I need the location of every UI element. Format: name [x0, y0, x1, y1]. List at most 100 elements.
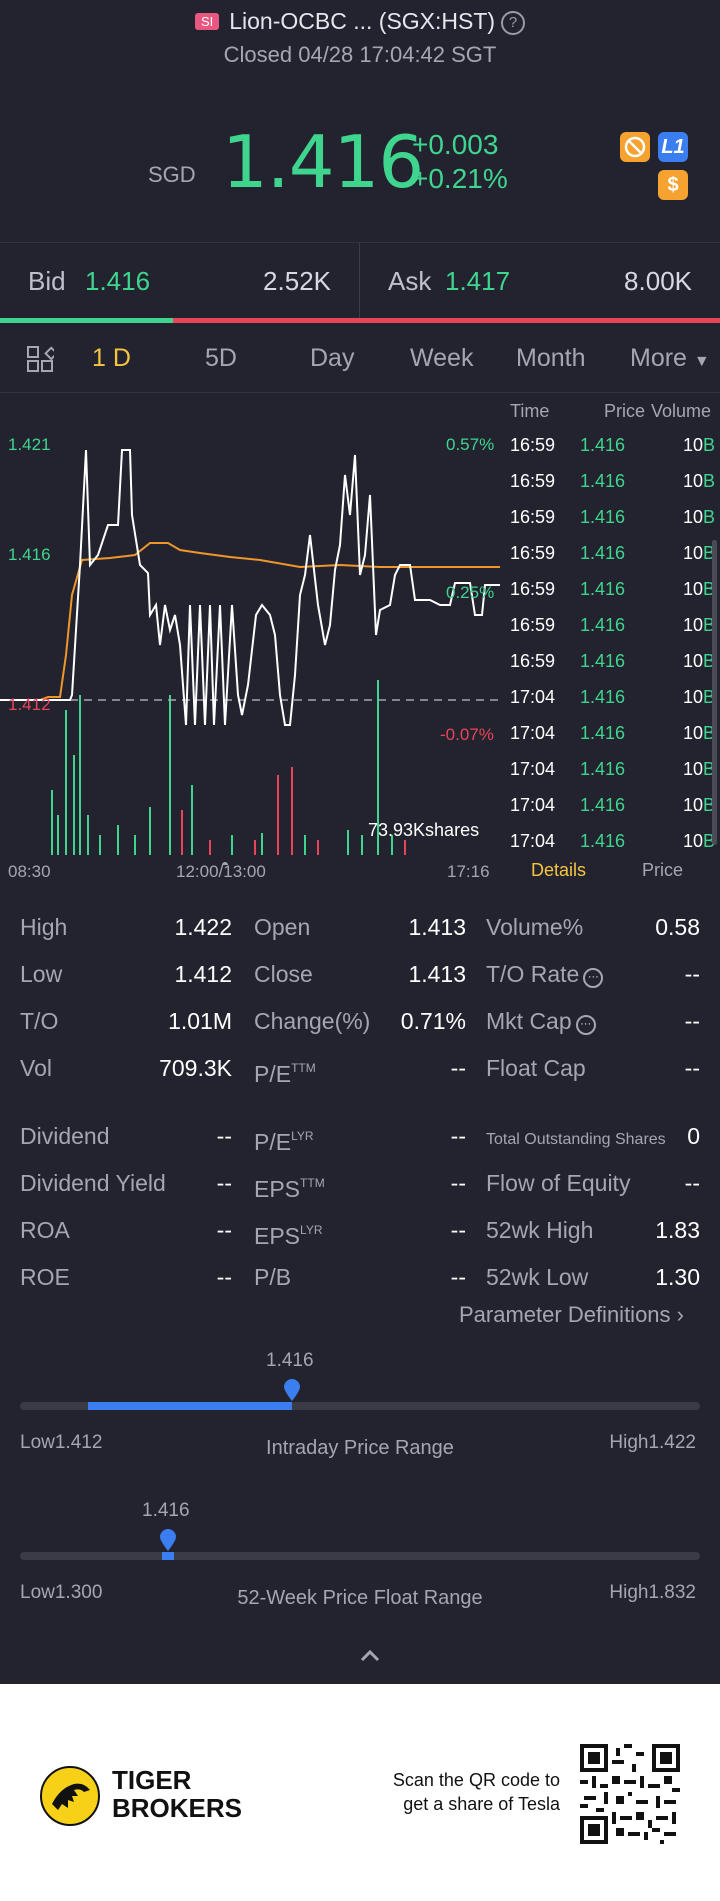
level1-icon[interactable]: L1: [658, 132, 688, 162]
qr-code[interactable]: [580, 1744, 680, 1844]
ask-volume: 8.00K: [624, 266, 692, 296]
chart-svg: [0, 449, 500, 865]
trade-price: 1.416: [580, 831, 626, 851]
tab-details[interactable]: Details: [531, 860, 587, 880]
info-icon[interactable]: ···: [575, 1015, 596, 1035]
qr-caption: Scan the QR code to get a share of Tesla: [393, 1768, 560, 1816]
price-line: [0, 449, 500, 726]
trade-volume: 10B: [683, 723, 716, 743]
trade-time: 16:59: [510, 579, 556, 599]
trade-row: 17:04 1.416 10B: [500, 715, 720, 751]
trade-volume: 10B: [683, 507, 716, 527]
x-tick: 08:30: [8, 862, 51, 881]
help-icon[interactable]: ?: [501, 11, 526, 35]
tab-more-label: More: [630, 344, 687, 372]
stock-title-row[interactable]: SI Lion-OCBC ... (SGX:HST)?: [0, 8, 720, 35]
trade-price: 1.416: [580, 615, 626, 635]
stat-pb: P/B --: [254, 1264, 466, 1290]
intraday-range-title: Intraday Price Range: [266, 1437, 454, 1459]
tab-week[interactable]: Week: [410, 344, 474, 372]
stat-eps-ttm: EPSTTM --: [254, 1170, 466, 1202]
x-tick: 17:16: [447, 862, 490, 881]
bid-label: Bid: [28, 266, 66, 296]
trade-price: 1.416: [580, 543, 626, 563]
week52-low: Low1.300: [20, 1582, 103, 1603]
trade-price: 1.416: [580, 759, 626, 779]
stat-dividend-yield: Dividend Yield --: [20, 1170, 232, 1196]
bid-ask-bar[interactable]: Bid 1.416 2.52K Ask 1.417 8.00K: [0, 242, 720, 319]
stat-vol: Vol 709.3K: [20, 1055, 232, 1081]
stat-high: High 1.422: [20, 914, 232, 940]
trade-time: 16:59: [510, 543, 556, 563]
stat-eps-lyr: EPSLYR --: [254, 1217, 466, 1249]
qr-caption-line1: Scan the QR code to: [392, 1770, 560, 1790]
stat-close: Close 1.413: [254, 961, 466, 987]
bid-volume: 2.52K: [263, 266, 331, 296]
trade-side: B: [703, 471, 716, 491]
trade-time: 16:59: [510, 651, 556, 671]
trade-row: 16:59 1.416 10B: [500, 643, 720, 679]
layout-grid-icon[interactable]: [26, 345, 54, 373]
trade-volume: 10B: [683, 435, 716, 455]
trade-price: 1.416: [580, 471, 626, 491]
dollar-icon[interactable]: $: [658, 170, 688, 200]
trades-scrollbar[interactable]: [712, 540, 717, 845]
trade-time: 17:04: [510, 759, 556, 779]
intraday-chart[interactable]: 1.421 1.416 1.412 0.57% 0.25% -0.07%: [0, 395, 500, 865]
stat-total-shares: Total Outstanding Shares 0: [486, 1123, 700, 1149]
week52-marker-icon: [160, 1529, 176, 1551]
change-percent: +0.21%: [412, 163, 508, 194]
tab-day[interactable]: Day: [310, 344, 355, 372]
trade-volume: 10B: [683, 651, 716, 671]
intraday-current-value: 1.416: [266, 1350, 314, 1371]
tab-month[interactable]: Month: [516, 344, 586, 372]
stat-mkt-cap[interactable]: Mkt Cap ··· --: [486, 1008, 700, 1035]
average-price-line: [0, 542, 500, 701]
trade-row: 17:04 1.416 10B: [500, 751, 720, 787]
trade-side: B: [703, 435, 716, 455]
trade-time: 16:59: [510, 435, 556, 455]
bid-ask-ratio-bar: [0, 318, 720, 323]
tab-more[interactable]: More ▼: [630, 323, 710, 393]
period-tabs: 1 D 5D Day Week Month More ▼: [0, 323, 720, 393]
last-price: 1.416: [222, 120, 424, 204]
stat-change-pct: Change(%) 0.71%: [254, 1008, 466, 1034]
chevron-right-icon: ›: [676, 1302, 684, 1327]
bid-price: 1.416: [85, 266, 151, 296]
trade-time: 17:04: [510, 723, 556, 743]
y-tick-left: 1.421: [8, 435, 51, 454]
parameter-definitions-link[interactable]: Parameter Definitions ›: [459, 1302, 684, 1328]
stat-to-rate[interactable]: T/O Rate ··· --: [486, 961, 700, 988]
week52-range-track: [20, 1552, 700, 1560]
y-tick-left: 1.416: [8, 545, 51, 564]
market-status: Closed 04/28 17:04:42 SGT: [223, 42, 497, 67]
trade-row: 16:59 1.416 10B: [500, 607, 720, 643]
ask-section: Ask 1.417 8.00K: [360, 243, 720, 319]
chevron-down-icon: ▼: [693, 353, 710, 370]
stat-low: Low 1.412: [20, 961, 232, 987]
trade-volume: 10B: [683, 543, 716, 563]
week52-range-title: 52-Week Price Float Range: [237, 1587, 483, 1609]
stat-float-cap: Float Cap --: [486, 1055, 700, 1081]
stat-dividend: Dividend --: [20, 1123, 232, 1149]
trades-header-price: Price: [604, 401, 646, 421]
tab-price[interactable]: Price: [642, 860, 684, 880]
tiger-logo-icon: [40, 1766, 100, 1826]
trade-row: 16:59 1.416 10B: [500, 463, 720, 499]
chevron-up-icon[interactable]: [350, 1644, 390, 1668]
intraday-high: High1.422: [609, 1432, 696, 1453]
stat-pe-ttm: P/ETTM --: [254, 1055, 466, 1087]
week52-high: High1.832: [609, 1582, 696, 1603]
tab-1d[interactable]: 1 D: [92, 344, 131, 372]
time-and-sales[interactable]: Time Price Volume 16:59 1.416 10B 16:59 1.41…: [500, 395, 720, 853]
volume-label: 73.93Kshares: [368, 820, 480, 840]
trade-row: 17:04 1.416 10B: [500, 679, 720, 715]
intraday-low: Low1.412: [20, 1432, 103, 1453]
trade-price: 1.416: [580, 687, 626, 707]
ask-label: Ask: [388, 266, 432, 296]
no-short-icon[interactable]: [620, 132, 650, 162]
stat-open: Open 1.413: [254, 914, 466, 940]
trade-price: 1.416: [580, 435, 626, 455]
info-icon[interactable]: ···: [583, 968, 604, 988]
tab-5d[interactable]: 5D: [205, 344, 237, 372]
